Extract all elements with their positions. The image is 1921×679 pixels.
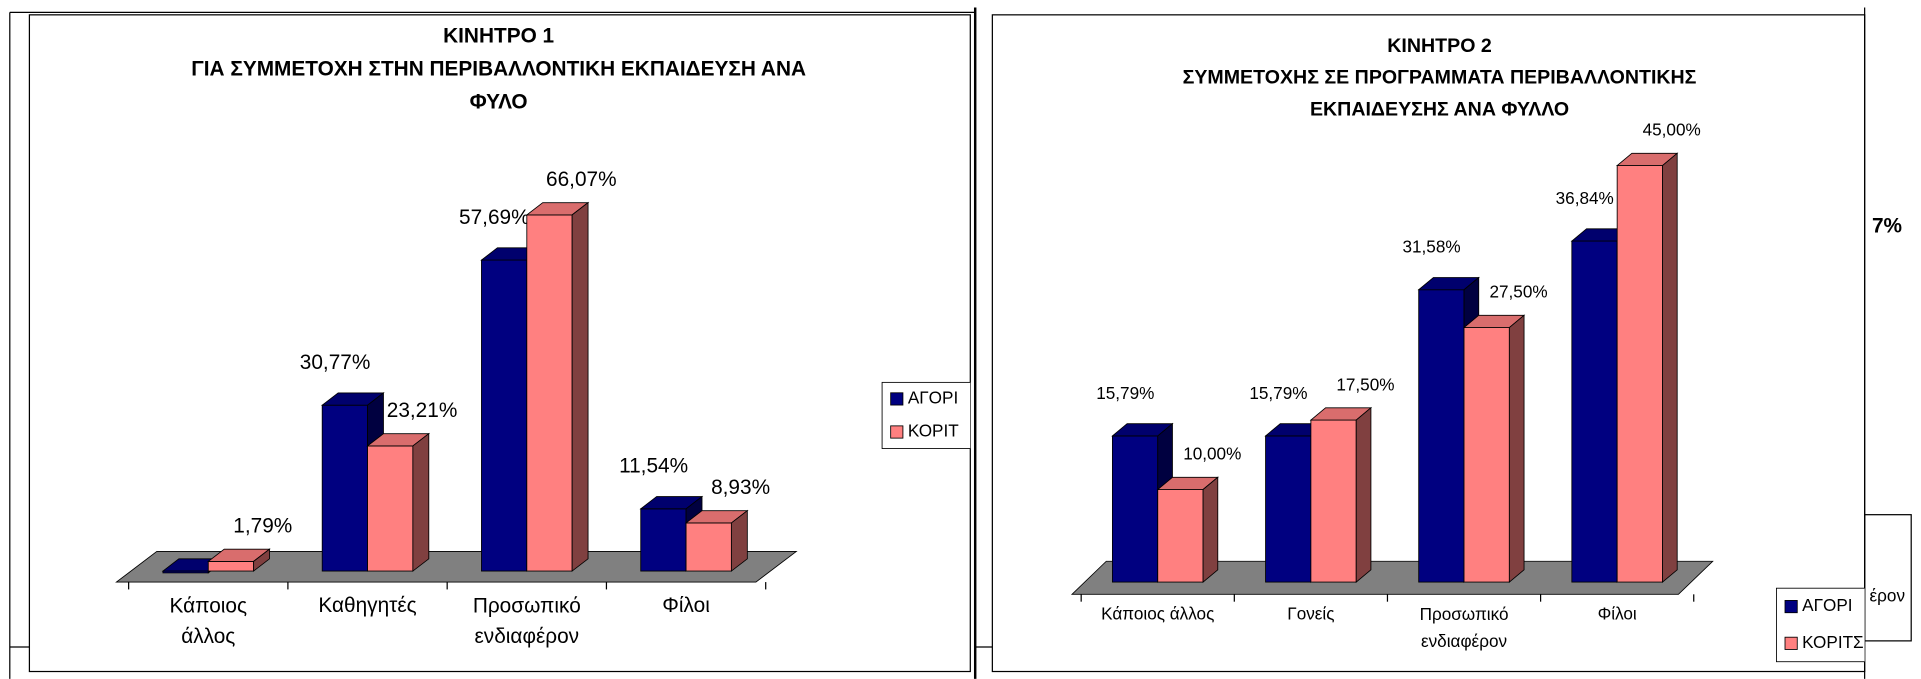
bar-side [253, 548, 270, 572]
bar-front [685, 522, 732, 572]
bar-side [571, 201, 589, 572]
x-tick-label-line: άλλος [181, 625, 235, 648]
legend: ΑΓΟΡΙ ΚΟΡΙΤΣ [1776, 587, 1865, 663]
legend-label: ΚΟΡΙΤΣ [1802, 632, 1864, 652]
data-label: 11,54% [619, 455, 688, 478]
legend-swatch [890, 392, 904, 406]
chart-title: ΚΙΝΗΤΡΟ 2 [1387, 35, 1492, 57]
legend: ΑΓΟΡΙ ΚΟΡΙΤ [881, 381, 971, 449]
bar-front [1616, 165, 1663, 583]
data-label: 15,79% [1096, 383, 1154, 403]
bar [207, 548, 271, 572]
x-tick-label: Προσωπικό ενδιαφέρον [1420, 604, 1509, 651]
chart-title: ΓΙΑ ΣΥΜΜΕΤΟΧΗ ΣΤΗΝ ΠΕΡΙΒΑΛΛΟΝΤΙΚΗ ΕΚΠΑΙΔ… [191, 57, 806, 80]
data-label: 31,58% [1402, 237, 1460, 257]
data-label: 45,00% [1643, 120, 1701, 140]
data-label: 57,69% [459, 206, 530, 229]
fragment-category: έρον [1870, 585, 1906, 605]
chart-title: ΦΥΛΟ [470, 91, 528, 114]
data-label: 1,79% [233, 515, 292, 538]
x-tick-label-line: ενδιαφέρον [475, 625, 580, 648]
bar-front [1157, 489, 1204, 583]
x-tick-label: Προσωπικό ενδιαφέρον [473, 594, 581, 648]
floor [1070, 560, 1714, 595]
data-label: 15,79% [1249, 383, 1307, 403]
bar-side [1662, 152, 1678, 583]
data-label: 30,77% [300, 351, 371, 374]
legend-swatch [1784, 600, 1798, 614]
bar [1615, 152, 1679, 583]
bar-side [1202, 476, 1219, 583]
bar-side [412, 432, 430, 572]
bar-side [1508, 314, 1525, 583]
bar-front [526, 214, 573, 572]
legend-swatch [890, 425, 904, 439]
bar-front [1265, 435, 1312, 583]
bar-front [1418, 289, 1465, 583]
chart-title: ΣΥΜΜΕΤΟΧΗΣ ΣΕ ΠΡΟΓΡΑΜΜΑΤΑ ΠΕΡΙΒΑΛΛΟΝΤΙΚΗ… [1183, 67, 1697, 89]
bar-front [207, 560, 255, 572]
x-tick-label: Φίλοι [662, 594, 710, 617]
bar [1156, 476, 1219, 583]
bar [1462, 314, 1526, 583]
x-tick-label: Κάποιος άλλος [1101, 604, 1214, 624]
chart-frame [28, 14, 971, 673]
x-tick-label-line: Προσωπικό [1420, 604, 1509, 624]
bar-front [1111, 435, 1159, 583]
bar [366, 432, 431, 572]
fragment-label: 7% [1872, 214, 1902, 237]
bar-front [481, 259, 528, 572]
data-label: 8,93% [711, 476, 770, 499]
bar-front [367, 445, 414, 572]
data-label: 27,50% [1489, 282, 1547, 302]
chart-title: ΕΚΠΑΙΔΕΥΣΗΣ ΑΝΑ ΦΥΛΛΟ [1310, 99, 1569, 121]
bar-side [730, 509, 748, 572]
x-tick-label: Καθηγητές [318, 594, 416, 617]
bar [1309, 406, 1373, 583]
legend-label: ΑΓΟΡΙ [1802, 595, 1852, 615]
x-tick-label: Φίλοι [1598, 604, 1637, 624]
fragment-frame [1864, 514, 1912, 642]
x-tick-label-line: Προσωπικό [473, 594, 581, 617]
bar-front [1463, 327, 1510, 583]
data-label: 66,07% [546, 168, 617, 191]
legend-label: ΚΟΡΙΤ [908, 421, 959, 441]
x-tick-label-line: Κάποιος [170, 594, 248, 617]
x-tick-label-line: ενδιαφέρον [1421, 631, 1507, 651]
x-tick-label: Κάποιος άλλος [170, 594, 248, 648]
bar-side [1355, 406, 1372, 583]
bar [684, 509, 749, 572]
legend-swatch [1784, 636, 1798, 650]
data-label: 10,00% [1183, 444, 1241, 464]
bar-front [640, 508, 687, 572]
x-tick-label: Γονείς [1287, 604, 1334, 624]
bar [525, 201, 590, 572]
bar-front [1310, 419, 1357, 583]
data-label: 23,21% [387, 399, 458, 422]
floor [115, 551, 798, 583]
data-label: 36,84% [1556, 188, 1614, 208]
legend-label: ΑΓΟΡΙ [908, 387, 958, 407]
bar-front [321, 404, 368, 572]
bar-front [1571, 240, 1618, 583]
data-label: 17,50% [1336, 374, 1394, 394]
chart-title: ΚΙΝΗΤΡΟ 1 [443, 24, 554, 47]
